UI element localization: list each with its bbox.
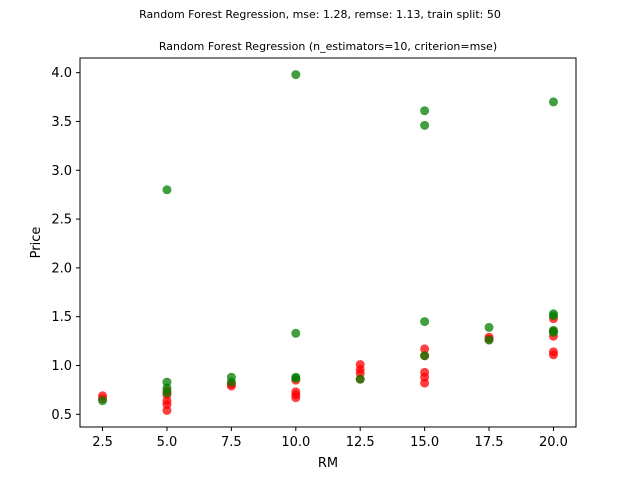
x-tick-label: 20.0 <box>539 435 568 450</box>
y-tick-label: 3.5 <box>51 115 72 130</box>
data-point-series-1 <box>355 360 365 370</box>
data-point-series-2 <box>291 372 301 382</box>
data-point-series-1 <box>548 347 558 357</box>
x-tick-label: 7.5 <box>221 435 242 450</box>
data-point-series-2 <box>162 377 172 387</box>
data-point-series-2 <box>291 328 301 338</box>
data-point-series-2 <box>291 70 301 80</box>
data-point-series-2 <box>162 185 172 195</box>
data-point-series-2 <box>355 374 365 384</box>
data-point-series-2 <box>548 97 558 107</box>
data-point-series-1 <box>420 367 430 377</box>
data-point-series-1 <box>291 387 301 397</box>
y-tick-label: 4.0 <box>51 66 72 81</box>
data-point-series-2 <box>484 335 494 345</box>
chart-suptitle: Random Forest Regression, mse: 1.28, rem… <box>139 8 501 21</box>
data-point-series-2 <box>420 317 430 327</box>
y-tick-label: 1.0 <box>51 359 72 374</box>
y-axis-label: Price <box>29 227 44 259</box>
x-tick-label: 5.0 <box>157 435 178 450</box>
y-tick-label: 3.0 <box>51 164 72 179</box>
y-tick-label: 0.5 <box>51 408 72 423</box>
x-tick-label: 15.0 <box>410 435 439 450</box>
data-point-series-1 <box>420 344 430 354</box>
chart-title: Random Forest Regression (n_estimators=1… <box>159 40 497 53</box>
axes-frame <box>79 57 577 428</box>
x-tick-label: 12.5 <box>346 435 375 450</box>
x-tick-label: 17.5 <box>475 435 504 450</box>
ticks-layer: 2.5 5.0 7.5 10.0 12.5 15.0 17.5 20.0 0.5 1.0 1.5 2.… <box>51 66 568 450</box>
data-point-series-2 <box>548 325 558 335</box>
data-point-series-2 <box>420 351 430 361</box>
data-point-series-2 <box>484 322 494 332</box>
data-point-series-2 <box>420 120 430 130</box>
data-point-series-2 <box>98 396 108 406</box>
data-point-series-2 <box>420 106 430 116</box>
y-tick-label: 1.5 <box>51 310 72 325</box>
points-layer <box>98 70 558 415</box>
x-axis-label: RM <box>318 456 338 471</box>
data-point-series-2 <box>226 372 236 382</box>
x-tick-label: 2.5 <box>92 435 113 450</box>
y-tick-label: 2.5 <box>51 213 72 228</box>
y-tick-label: 2.0 <box>51 261 72 276</box>
x-tick-label: 10.0 <box>281 435 310 450</box>
data-point-series-2 <box>548 309 558 319</box>
